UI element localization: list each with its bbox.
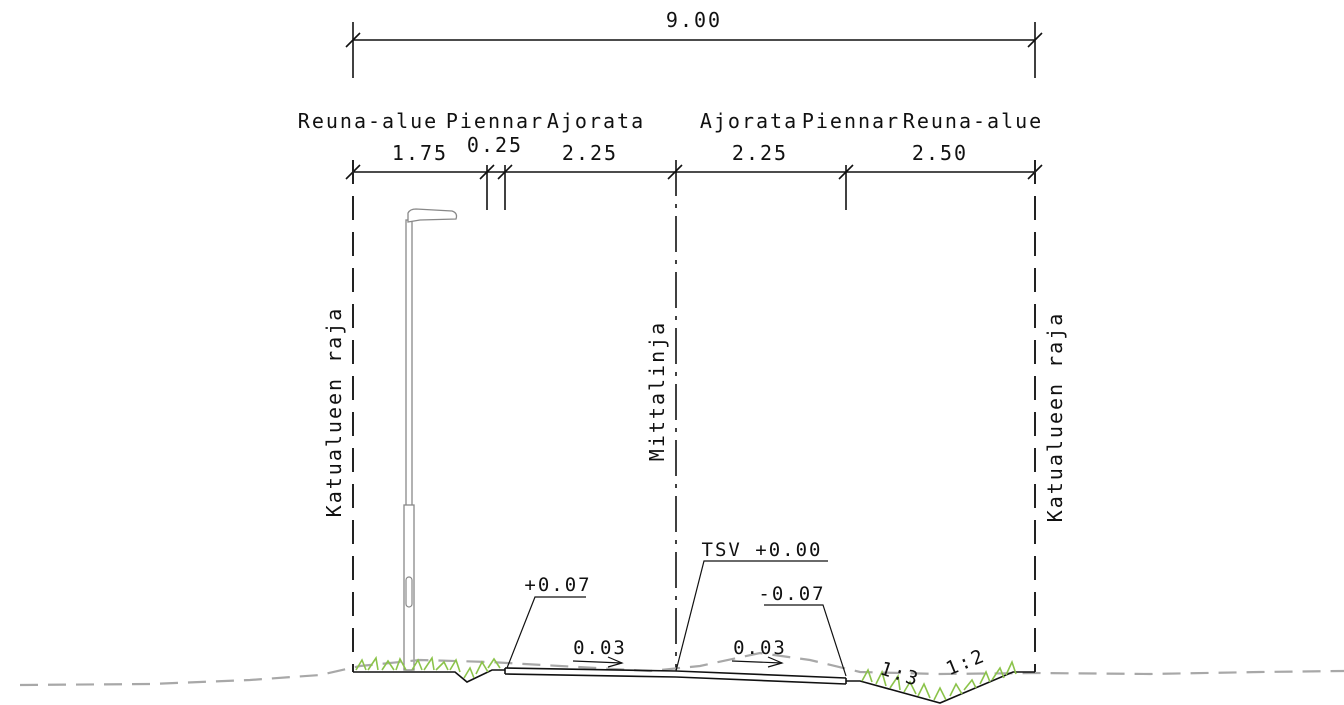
zone-width-reuna-left: 1.75: [392, 141, 448, 165]
right-boundary-label: Katualueen raja: [1043, 312, 1067, 523]
zone-width-piennar-left: 0.25: [467, 133, 523, 157]
slope-left-label: 0.03: [573, 637, 627, 659]
overall-width-label: 9.00: [666, 8, 722, 32]
zone-width-ajorata-left: 2.25: [562, 141, 618, 165]
left-boundary-label: Katualueen raja: [322, 307, 346, 518]
zone-width-reuna-right: 2.50: [912, 141, 968, 165]
street-light-icon: [403, 208, 458, 671]
level-center-label: TSV +0.00: [702, 539, 823, 561]
zone-names: Reuna-alue Piennar Ajorata Ajorata Pienn…: [298, 109, 1043, 133]
zone-name-piennar-right: Piennar: [802, 109, 900, 133]
zone-name-ajorata-right: Ajorata: [700, 109, 798, 133]
zone-name-ajorata-left: Ajorata: [547, 109, 645, 133]
centerline: Mittalinja: [645, 160, 677, 670]
centerline-label: Mittalinja: [645, 321, 669, 461]
level-center: TSV +0.00: [675, 539, 828, 672]
ditch-slope-outer: 1:2: [943, 645, 989, 681]
slope-right-label: 0.03: [733, 637, 787, 659]
right-ditch: [846, 671, 1035, 704]
right-boundary: Katualueen raja: [1034, 160, 1067, 672]
grass-right: [861, 659, 1017, 701]
zone-name-reuna-left: Reuna-alue: [298, 109, 438, 133]
level-left: +0.07: [506, 574, 591, 669]
zone-name-piennar-left: Piennar: [446, 109, 544, 133]
slope-right: 0.03: [731, 637, 787, 668]
zone-dimension-line: [345, 164, 1043, 210]
zone-width-ajorata-right: 2.25: [732, 141, 788, 165]
grass-left: [355, 655, 501, 679]
left-verge-ground: [353, 669, 505, 683]
zone-widths: 1.75 0.25 2.25 2.25 2.50: [392, 133, 968, 165]
level-right-label: -0.07: [758, 583, 825, 605]
level-left-label: +0.07: [524, 574, 591, 596]
existing-ground-line: [19, 651, 1344, 687]
level-right: -0.07: [758, 583, 847, 677]
zone-name-reuna-right: Reuna-alue: [903, 109, 1043, 133]
road-surface: [504, 667, 847, 685]
left-boundary: Katualueen raja: [322, 160, 354, 672]
overall-dimension: 9.00: [345, 8, 1043, 78]
slope-left: 0.03: [572, 637, 627, 668]
